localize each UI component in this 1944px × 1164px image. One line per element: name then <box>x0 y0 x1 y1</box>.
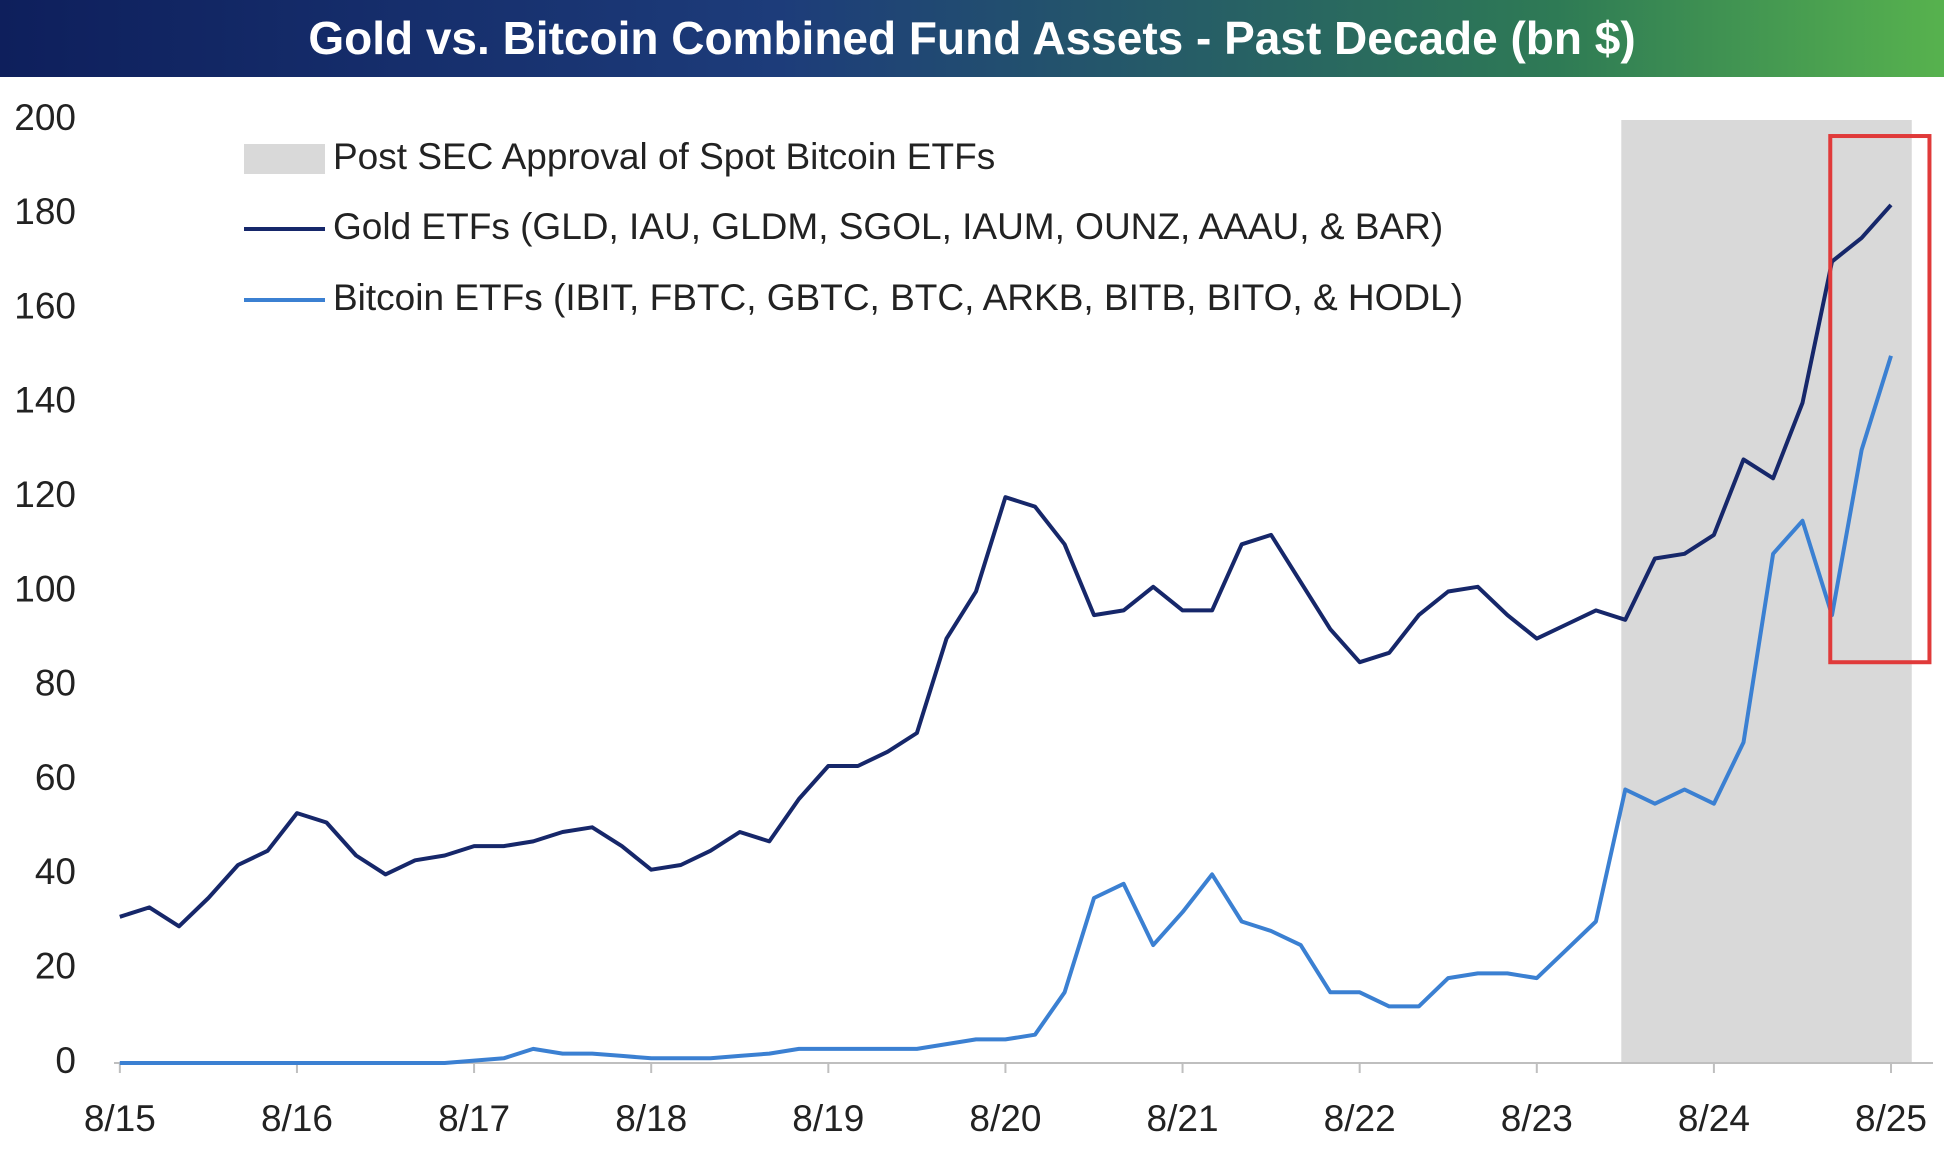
legend-label: Gold ETFs (GLD, IAU, GLDM, SGOL, IAUM, O… <box>333 206 1443 247</box>
x-tick-label: 8/18 <box>615 1098 687 1139</box>
legend-label: Post SEC Approval of Spot Bitcoin ETFs <box>333 136 995 177</box>
x-tick-label: 8/22 <box>1324 1098 1396 1139</box>
y-tick-label: 60 <box>35 757 76 798</box>
y-tick-label: 140 <box>14 380 76 421</box>
y-tick-label: 0 <box>55 1040 76 1081</box>
y-tick-label: 100 <box>14 568 76 609</box>
y-tick-label: 180 <box>14 191 76 232</box>
legend-swatch <box>244 144 325 174</box>
y-tick-label: 120 <box>14 474 76 515</box>
highlight-box <box>1828 134 1932 665</box>
x-tick-label: 8/17 <box>438 1098 510 1139</box>
x-tick-label: 8/21 <box>1147 1098 1219 1139</box>
x-tick-label: 8/25 <box>1855 1098 1927 1139</box>
x-tick-label: 8/24 <box>1678 1098 1750 1139</box>
series-line <box>119 355 1893 1065</box>
series-line <box>119 203 1893 929</box>
y-tick-label: 200 <box>14 97 76 138</box>
x-tick-label: 8/15 <box>84 1098 156 1139</box>
y-tick-label: 160 <box>14 285 76 326</box>
y-tick-label: 20 <box>35 945 76 986</box>
x-tick-label: 8/20 <box>969 1098 1041 1139</box>
legend-label: Bitcoin ETFs (IBIT, FBTC, GBTC, BTC, ARK… <box>333 277 1463 318</box>
y-tick-label: 40 <box>35 851 76 892</box>
x-tick-label: 8/23 <box>1501 1098 1573 1139</box>
x-tick-label: 8/16 <box>261 1098 333 1139</box>
chart-title: Gold vs. Bitcoin Combined Fund Assets - … <box>0 0 1944 77</box>
x-tick-label: 8/19 <box>792 1098 864 1139</box>
y-tick-label: 80 <box>35 663 76 704</box>
